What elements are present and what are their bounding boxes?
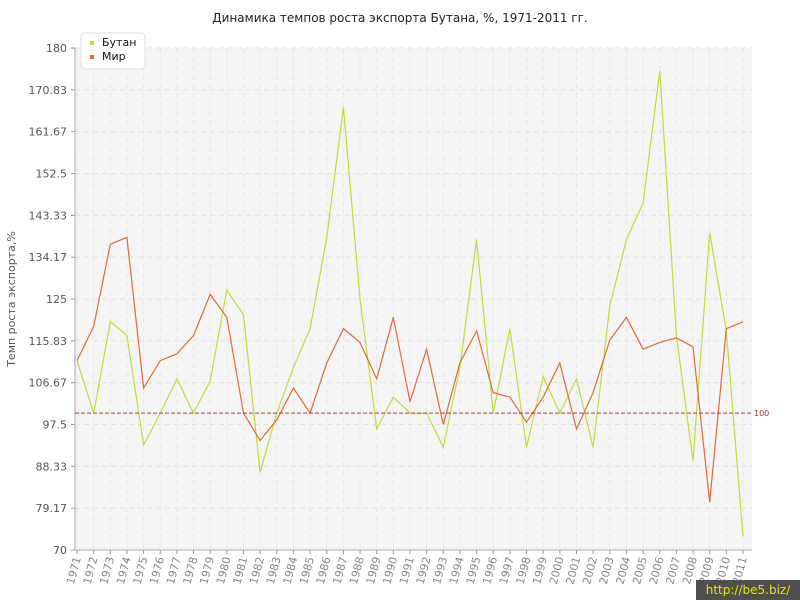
legend-swatch	[90, 55, 94, 59]
y-tick-label: 79.17	[36, 502, 68, 515]
watermark: http://be5.biz/	[696, 580, 800, 600]
y-tick-label: 88.33	[36, 460, 68, 473]
y-tick-label: 97.5	[43, 419, 68, 432]
legend-label: Мир	[102, 50, 126, 63]
y-tick-label: 161.67	[29, 126, 68, 139]
x-axis: 1971197219731974197519761977197819791980…	[64, 549, 752, 586]
legend-label: Бутан	[102, 36, 136, 49]
series-line-1	[76, 236, 744, 503]
y-tick-label: 180	[46, 42, 67, 55]
series-line-0	[76, 70, 744, 537]
series-group	[76, 70, 744, 537]
y-tick-label: 134.17	[29, 251, 68, 264]
y-tick-label: 152.5	[36, 168, 68, 181]
y-tick-label: 106.67	[29, 377, 68, 390]
y-tick-label: 143.33	[29, 209, 68, 222]
legend-swatch	[90, 41, 94, 45]
legend-box	[80, 32, 146, 70]
y-axis: 70 79.17 88.33 97.5 106.67 115.83 125 134.17 143…	[29, 42, 76, 557]
y-tick-label: 115.83	[29, 335, 68, 348]
y-tick-label: 70	[53, 544, 67, 557]
y-axis-label: Темп роста экспорта,%	[5, 231, 18, 368]
chart-title: Динамика темпов роста экспорта Бутана, %…	[212, 11, 587, 25]
grid	[75, 47, 752, 551]
y-tick-label: 125	[46, 293, 67, 306]
reference-line-label: 100	[754, 409, 769, 418]
y-tick-label: 170.83	[29, 84, 68, 97]
reference-line: 100	[75, 409, 769, 418]
